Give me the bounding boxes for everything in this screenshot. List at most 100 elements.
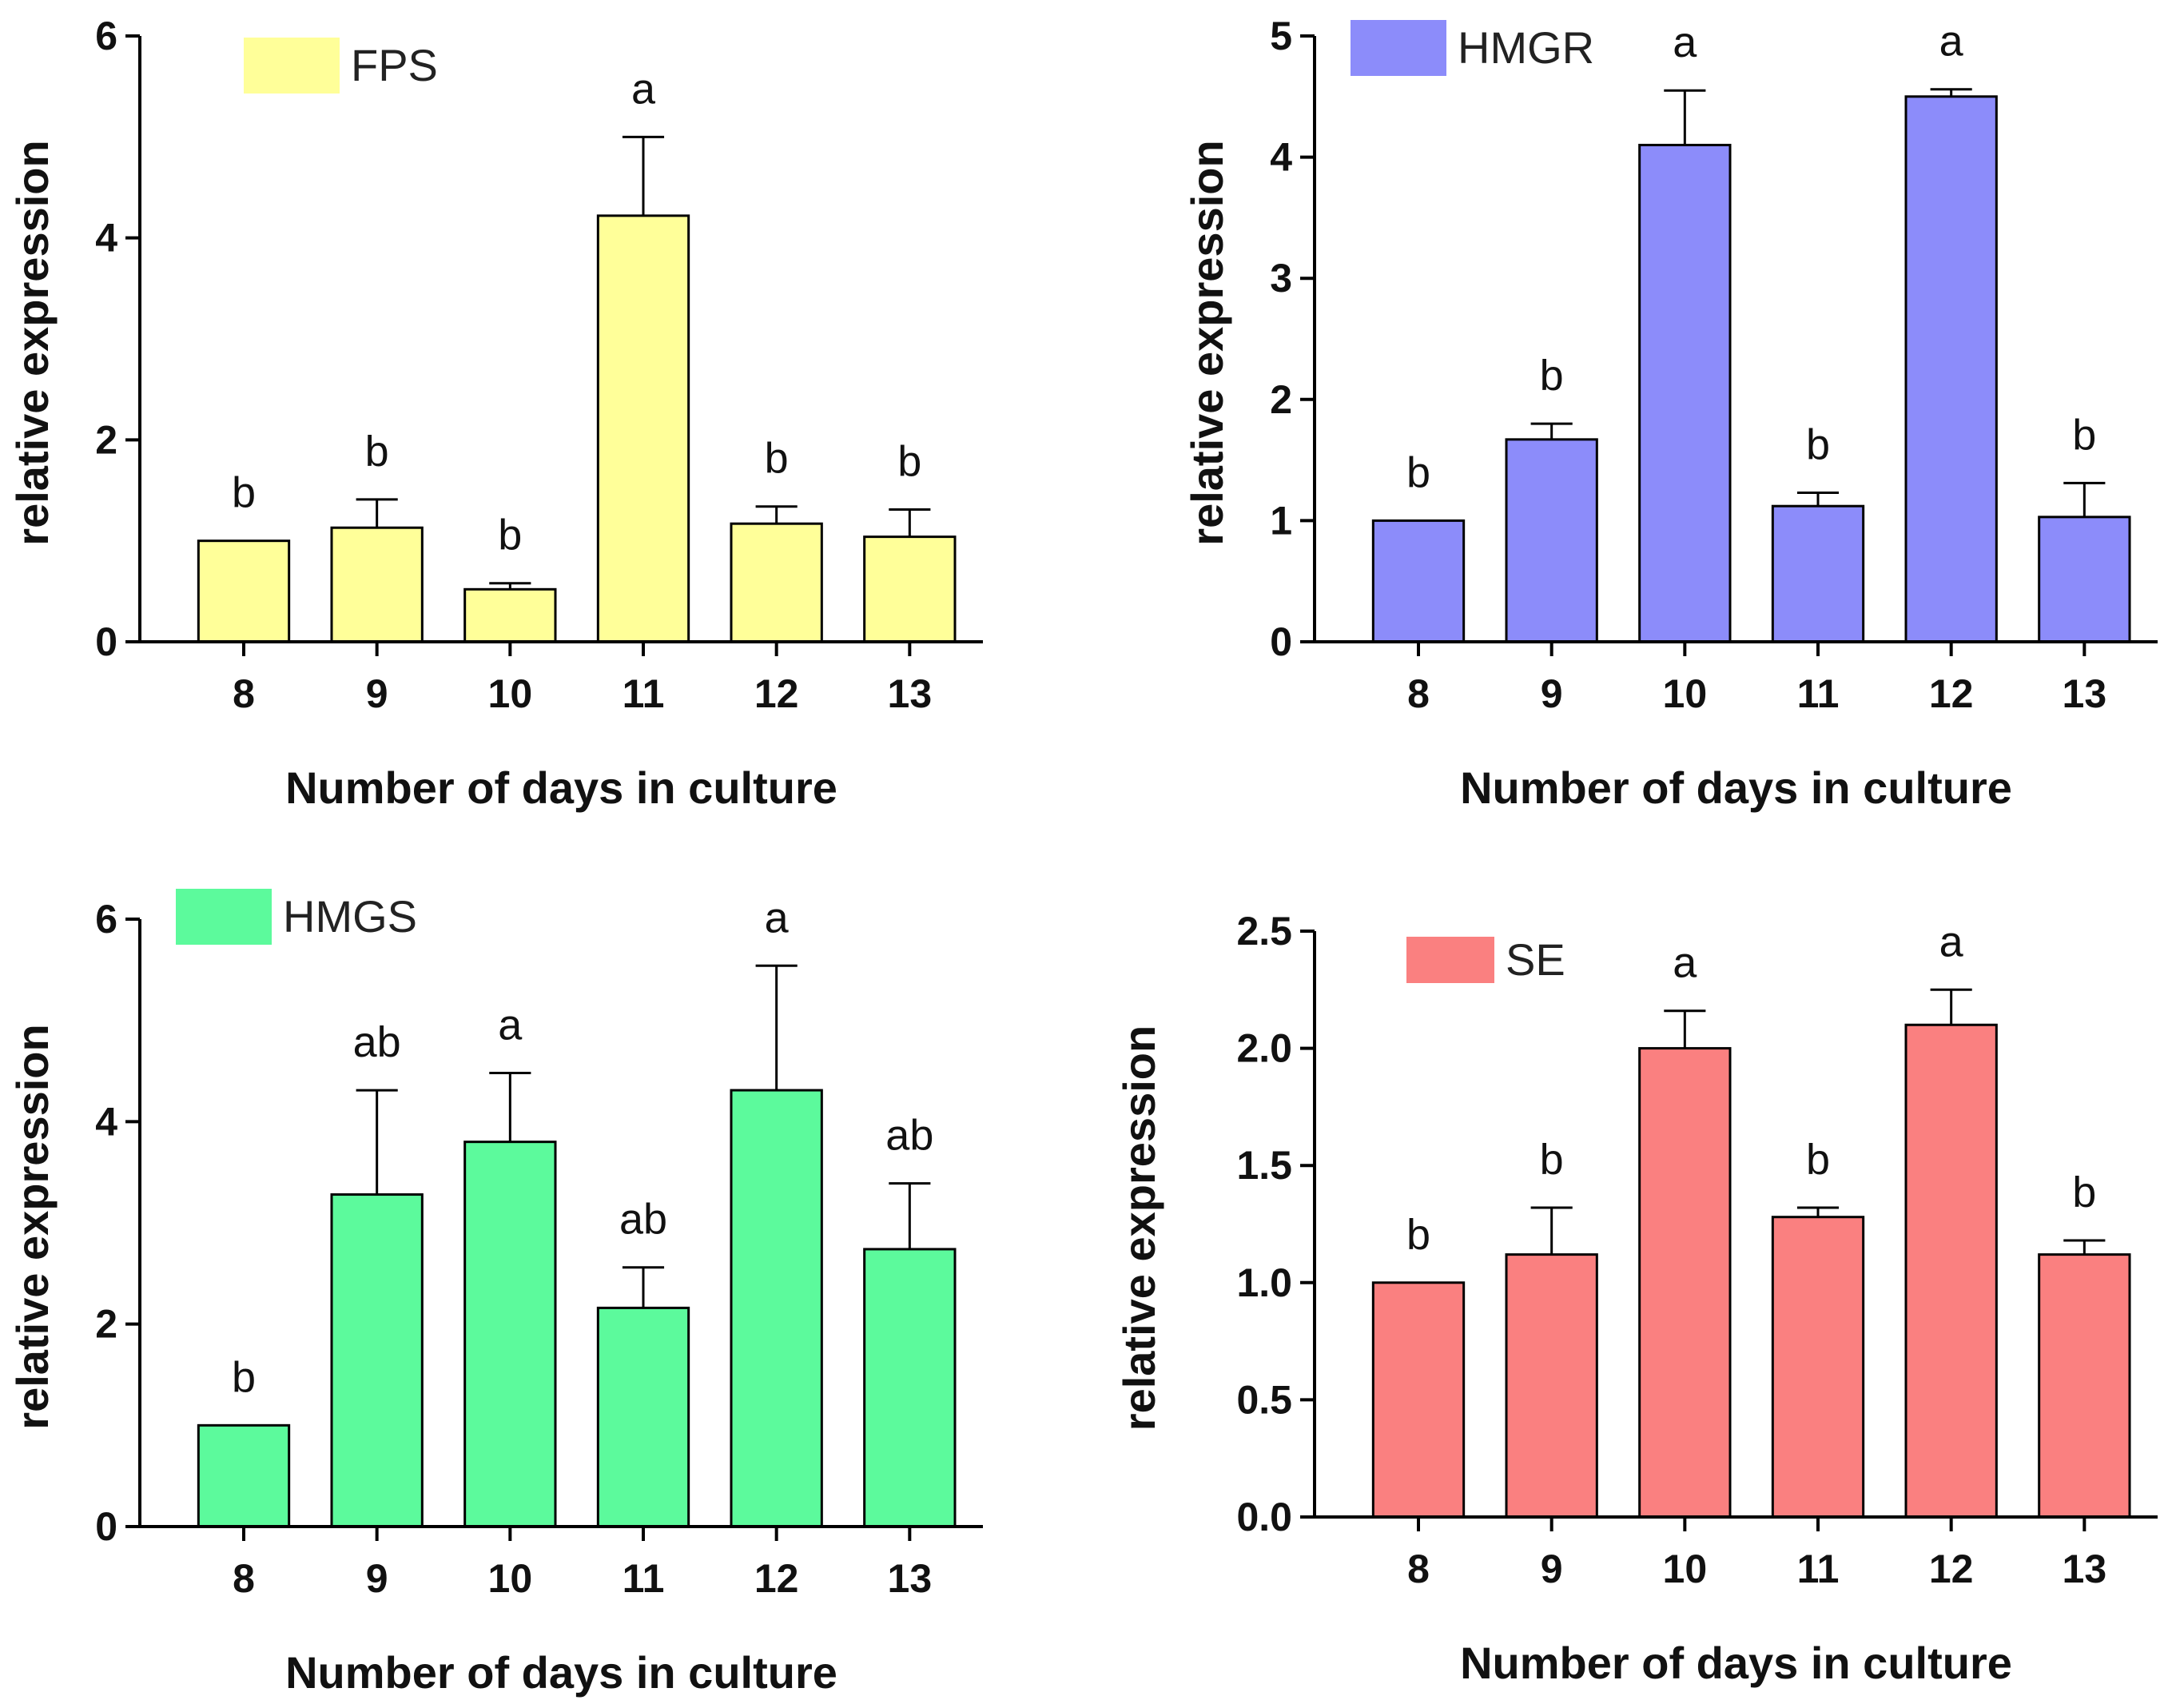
y-tick-label: 2.0: [1236, 1026, 1292, 1071]
bar-day-12: [730, 1089, 823, 1528]
x-tick-label: 8: [233, 671, 255, 716]
y-tick-label: 6: [95, 897, 117, 942]
x-axis-title: Number of days in culture: [285, 762, 837, 813]
y-tick-label: 1.5: [1236, 1143, 1292, 1188]
bar-day-8: [1371, 1281, 1466, 1519]
significance-label: a: [1939, 918, 1964, 965]
x-tick-label: 11: [623, 671, 665, 716]
significance-label: b: [232, 1353, 256, 1401]
x-tick-label: 10: [488, 671, 533, 716]
bar-day-11: [596, 1306, 690, 1528]
x-tick-label: 13: [888, 671, 933, 716]
significance-label: b: [1540, 1136, 1564, 1184]
x-axis-title: Number of days in culture: [1460, 1638, 2012, 1688]
y-tick-label: 2: [95, 1302, 117, 1347]
bar-day-13: [863, 1248, 957, 1528]
bar-day-9: [330, 1193, 424, 1528]
y-tick-label: 0.0: [1236, 1495, 1292, 1539]
significance-label: b: [1406, 1211, 1430, 1259]
significance-label: b: [232, 469, 256, 517]
bar-day-11: [1771, 504, 1865, 643]
legend-label: HMGS: [283, 891, 417, 942]
bar-day-10: [1638, 143, 1732, 643]
bar-day-9: [330, 526, 424, 643]
x-tick-label: 12: [754, 1556, 799, 1601]
x-tick-label: 8: [1407, 671, 1430, 716]
legend-label: FPS: [351, 40, 438, 90]
bar-day-10: [1638, 1047, 1732, 1519]
y-tick-label: 0: [95, 619, 117, 664]
y-tick-label: 1.0: [1236, 1260, 1292, 1305]
bar-day-9: [1505, 1253, 1598, 1519]
y-tick-label: 0: [1270, 619, 1292, 664]
bar-day-13: [863, 535, 957, 643]
x-tick-label: 10: [488, 1556, 533, 1601]
y-tick-label: 0: [95, 1504, 117, 1549]
significance-label: b: [1406, 448, 1430, 496]
x-tick-label: 8: [1407, 1547, 1430, 1591]
bar-day-8: [197, 1423, 291, 1528]
x-tick-label: 12: [1929, 671, 1974, 716]
y-axis-title: relative expression: [7, 1024, 58, 1429]
significance-label: a: [1673, 18, 1697, 66]
y-axis-title: relative expression: [1182, 140, 1232, 545]
x-tick-label: 13: [2063, 671, 2107, 716]
bar-day-11: [596, 214, 690, 643]
bar-day-10: [463, 587, 557, 643]
legend-swatch: [1406, 937, 1494, 983]
bar-day-13: [2038, 516, 2131, 643]
y-tick-label: 4: [95, 216, 117, 261]
se-chart-panel: SE b 8 b 9 a 10 b 11 a 12 b 13 0.0 0.5 1.0 1.5 2.0 2.5 Numb…: [1114, 909, 2158, 1688]
bar-day-11: [1771, 1216, 1865, 1519]
x-tick-label: 9: [1541, 1547, 1563, 1591]
significance-label: b: [365, 428, 389, 476]
x-axis-title: Number of days in culture: [1460, 762, 2012, 813]
y-tick-label: 6: [95, 14, 117, 58]
significance-label: b: [498, 512, 522, 559]
x-tick-label: 13: [2063, 1547, 2107, 1591]
x-tick-label: 11: [623, 1556, 665, 1601]
y-tick-label: 2: [95, 417, 117, 462]
y-tick-label: 0.5: [1236, 1377, 1292, 1422]
x-tick-label: 12: [754, 671, 799, 716]
y-tick-label: 1: [1270, 498, 1292, 543]
significance-label: b: [1806, 421, 1830, 469]
x-tick-label: 11: [1797, 1547, 1840, 1591]
significance-label: ab: [353, 1018, 401, 1066]
x-tick-label: 11: [1797, 671, 1840, 716]
x-tick-label: 8: [233, 1556, 255, 1601]
y-axis-title: relative expression: [1114, 1025, 1164, 1431]
legend-label: SE: [1506, 934, 1565, 985]
bar-day-13: [2038, 1253, 2131, 1519]
significance-label: b: [2072, 1169, 2096, 1216]
x-tick-label: 9: [366, 1556, 388, 1601]
significance-label: a: [1939, 18, 1964, 66]
bar-day-9: [1505, 438, 1598, 643]
legend-label: HMGR: [1458, 22, 1594, 73]
significance-label: b: [2072, 411, 2096, 459]
legend-swatch: [1351, 20, 1446, 76]
significance-label: a: [498, 1001, 523, 1049]
significance-label: b: [897, 438, 921, 486]
significance-label: b: [1806, 1136, 1830, 1184]
x-tick-label: 9: [1541, 671, 1563, 716]
x-tick-label: 13: [888, 1556, 933, 1601]
y-tick-label: 4: [95, 1099, 117, 1144]
x-tick-label: 12: [1929, 1547, 1974, 1591]
legend-swatch: [176, 889, 272, 945]
bar-day-12: [730, 522, 823, 643]
bar-day-12: [1904, 95, 1998, 643]
significance-label: ab: [885, 1112, 933, 1160]
significance-label: b: [765, 435, 789, 483]
hmgs-chart-panel: HMGS b 8 ab 9 a 10 ab 11 a 12 ab 13 0 2 4 6 Number of day…: [7, 889, 983, 1698]
bar-day-8: [1371, 519, 1466, 643]
y-tick-label: 2.5: [1236, 909, 1292, 954]
significance-label: a: [765, 894, 790, 942]
bar-day-8: [197, 539, 291, 643]
y-tick-label: 2: [1270, 377, 1292, 422]
significance-label: a: [631, 65, 656, 113]
y-tick-label: 5: [1270, 14, 1292, 58]
x-axis-title: Number of days in culture: [285, 1647, 837, 1698]
x-tick-label: 10: [1663, 1547, 1708, 1591]
